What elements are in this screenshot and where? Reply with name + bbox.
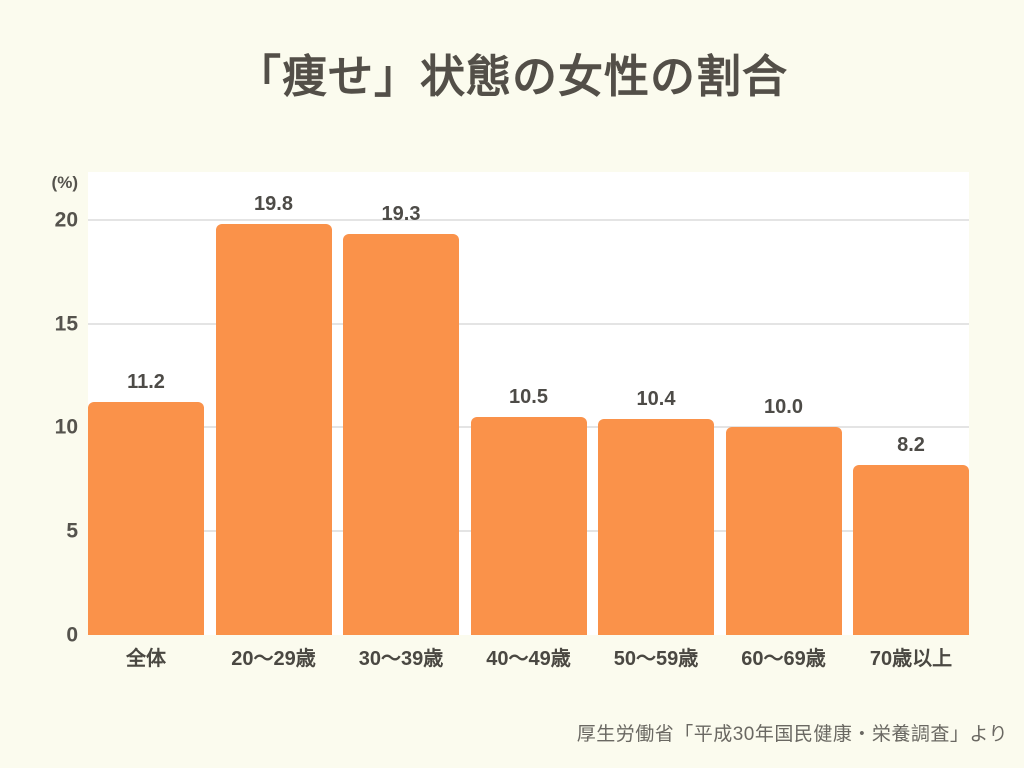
x-axis-label: 全体 xyxy=(126,648,166,670)
y-axis-tick: 10 xyxy=(54,415,78,439)
y-axis-tick: 5 xyxy=(66,519,78,543)
bar xyxy=(725,427,842,635)
bar-slot: 10.0 xyxy=(725,172,842,635)
y-axis-tick: 20 xyxy=(54,208,78,232)
x-axis-label: 40〜49歳 xyxy=(486,648,571,670)
bar-slot: 10.4 xyxy=(598,172,714,635)
bars-layer: 11.2 19.8 19.3 10.5 10.4 10.0 8.2 xyxy=(88,172,969,635)
gridline xyxy=(88,322,969,325)
x-axis-labels: 全体 20〜29歳 30〜39歳 40〜49歳 50〜59歳 60〜69歳 70歳以上 xyxy=(88,648,969,670)
bar-value-label: 19.8 xyxy=(254,192,293,215)
bar-value-label: 8.2 xyxy=(897,433,925,456)
bar-slot: 11.2 xyxy=(88,172,204,635)
bar-value-label: 10.5 xyxy=(509,386,548,408)
y-axis: 0 5 10 15 20 xyxy=(0,172,78,645)
chart-title: 「痩せ」状態の女性の割合 xyxy=(235,51,788,102)
gridline xyxy=(88,218,969,221)
y-axis-unit-label: (%) xyxy=(51,173,78,192)
source-note: 厚生労働省「平成30年国民健康・栄養調査」より xyxy=(576,724,1008,745)
y-axis-tick: 0 xyxy=(66,623,78,647)
bar-slot: 8.2 xyxy=(853,172,969,635)
x-axis-label: 20〜29歳 xyxy=(231,648,316,670)
bar-slot: 19.3 xyxy=(343,172,459,635)
bar xyxy=(88,402,204,635)
bar xyxy=(853,464,969,635)
y-axis-tick: 15 xyxy=(54,312,78,336)
bar xyxy=(343,234,459,635)
bar xyxy=(598,419,714,635)
bar-slot: 10.5 xyxy=(470,172,587,635)
bar xyxy=(215,223,332,635)
x-axis-label: 60〜69歳 xyxy=(741,648,826,670)
bar-value-label: 11.2 xyxy=(127,371,165,394)
bar-value-label: 10.0 xyxy=(764,396,803,419)
plot-area: 11.2 19.8 19.3 10.5 10.4 10.0 8.2 xyxy=(88,172,969,635)
bar xyxy=(470,417,587,635)
x-axis-label: 50〜59歳 xyxy=(613,648,699,670)
bar-slot: 19.8 xyxy=(215,172,332,635)
bar-value-label: 10.4 xyxy=(636,388,676,411)
x-axis-label: 70歳以上 xyxy=(869,648,953,670)
x-axis-label: 30〜39歳 xyxy=(358,648,444,670)
bar-value-label: 19.3 xyxy=(381,203,421,226)
